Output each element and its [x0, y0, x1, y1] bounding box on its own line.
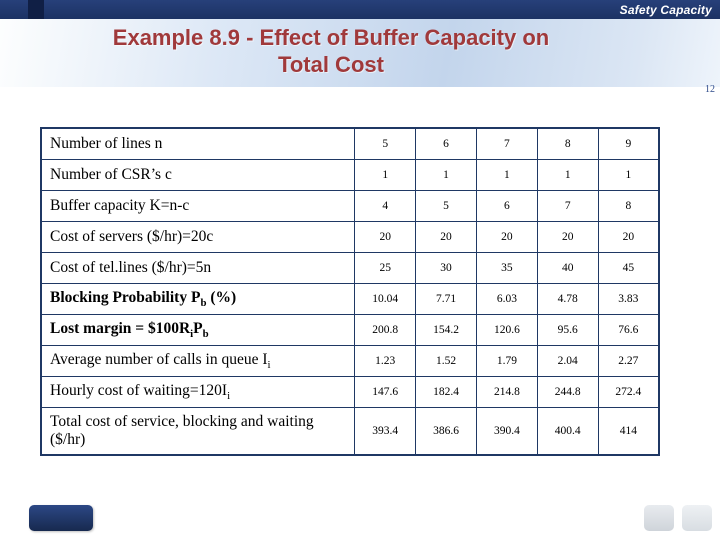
cell-value: 244.8: [536, 375, 599, 408]
cell-value: 95.6: [536, 313, 599, 346]
cell-value: 76.6: [597, 313, 660, 346]
table-row: Lost margin = $100RiPb 200.8 154.2 120.6 95.…: [40, 313, 660, 346]
corner-decoration: [28, 0, 44, 19]
cell-value: 1: [354, 158, 417, 191]
row-label: Buffer capacity K=n-c: [40, 189, 356, 222]
cell-value: 6: [475, 189, 538, 222]
row-label: Number of CSR’s c: [40, 158, 356, 191]
bottom-left-decoration: [29, 505, 93, 531]
cell-value: 35: [475, 251, 538, 284]
cell-value: 7: [536, 189, 599, 222]
bottom-right-decoration-2: [682, 505, 712, 531]
cell-value: 1: [475, 158, 538, 191]
cell-value: 5: [354, 127, 417, 160]
cell-value: 4.78: [536, 282, 599, 315]
cell-value: 3.83: [597, 282, 660, 315]
cell-value: 200.8: [354, 313, 417, 346]
row-label: Average number of calls in queue Ii: [40, 344, 356, 377]
cell-value: 9: [597, 127, 660, 160]
cell-value: 154.2: [415, 313, 477, 346]
cell-value: 2.04: [536, 344, 599, 377]
cell-value: 10.04: [354, 282, 417, 315]
row-label: Hourly cost of waiting=120Ii: [40, 375, 356, 408]
cell-value: 1: [536, 158, 599, 191]
row-label: Blocking Probability Pb (%): [40, 282, 356, 315]
title-line-1: Example 8.9 - Effect of Buffer Capacity …: [112, 25, 550, 50]
cell-value: 20: [597, 220, 660, 253]
cell-value: 4: [354, 189, 417, 222]
table-row: Buffer capacity K=n-c 4 5 6 7 8: [40, 189, 660, 222]
cell-value: 386.6: [415, 406, 477, 456]
cell-value: 7: [475, 127, 538, 160]
cell-value: 5: [415, 189, 477, 222]
cell-value: 25: [354, 251, 417, 284]
cell-value: 30: [415, 251, 477, 284]
row-label: Cost of servers ($/hr)=20c: [40, 220, 356, 253]
cell-value: 1.23: [354, 344, 417, 377]
table-row: Cost of servers ($/hr)=20c 20 20 20 20 20: [40, 220, 660, 253]
slide-number: 12: [705, 84, 715, 95]
cell-value: 40: [536, 251, 599, 284]
cell-value: 147.6: [354, 375, 417, 408]
table-row: Total cost of service, blocking and wait…: [40, 406, 660, 456]
cell-value: 1: [597, 158, 660, 191]
cell-value: 390.4: [475, 406, 538, 456]
cell-value: 1: [415, 158, 477, 191]
cell-value: 8: [597, 189, 660, 222]
cell-value: 1.79: [475, 344, 538, 377]
cell-value: 6.03: [475, 282, 538, 315]
cell-value: 20: [415, 220, 477, 253]
cell-value: 20: [475, 220, 538, 253]
table-row: Hourly cost of waiting=120Ii 147.6 182.4 21…: [40, 375, 660, 408]
cell-value: 20: [354, 220, 417, 253]
cell-value: 414: [597, 406, 660, 456]
table-row: Cost of tel.lines ($/hr)=5n 25 30 35 40 45: [40, 251, 660, 284]
cell-value: 2.27: [597, 344, 660, 377]
title-band: [0, 19, 720, 87]
cell-value: 214.8: [475, 375, 538, 408]
table-row: Blocking Probability Pb (%) 10.04 7.71 6.03…: [40, 282, 660, 315]
cell-value: 45: [597, 251, 660, 284]
header-label: Safety Capacity: [619, 2, 712, 17]
cell-value: 182.4: [415, 375, 477, 408]
title-line-2: Total Cost: [278, 52, 384, 77]
bottom-right-decoration-1: [644, 505, 674, 531]
cell-value: 120.6: [475, 313, 538, 346]
cell-value: 6: [415, 127, 477, 160]
row-label: Total cost of service, blocking and wait…: [40, 406, 356, 456]
row-label: Cost of tel.lines ($/hr)=5n: [40, 251, 356, 284]
row-label: Number of lines n: [40, 127, 356, 160]
cell-value: 393.4: [354, 406, 417, 456]
table-row: Average number of calls in queue Ii 1.23 1…: [40, 344, 660, 377]
cell-value: 400.4: [536, 406, 599, 456]
cell-value: 272.4: [597, 375, 660, 408]
cell-value: 20: [536, 220, 599, 253]
cell-value: 7.71: [415, 282, 477, 315]
row-label: Lost margin = $100RiPb: [40, 313, 356, 346]
cell-value: 8: [536, 127, 599, 160]
page-title: Example 8.9 - Effect of Buffer Capacity …: [0, 24, 662, 78]
cell-value: 1.52: [415, 344, 477, 377]
top-bar: Safety Capacity: [0, 0, 720, 19]
